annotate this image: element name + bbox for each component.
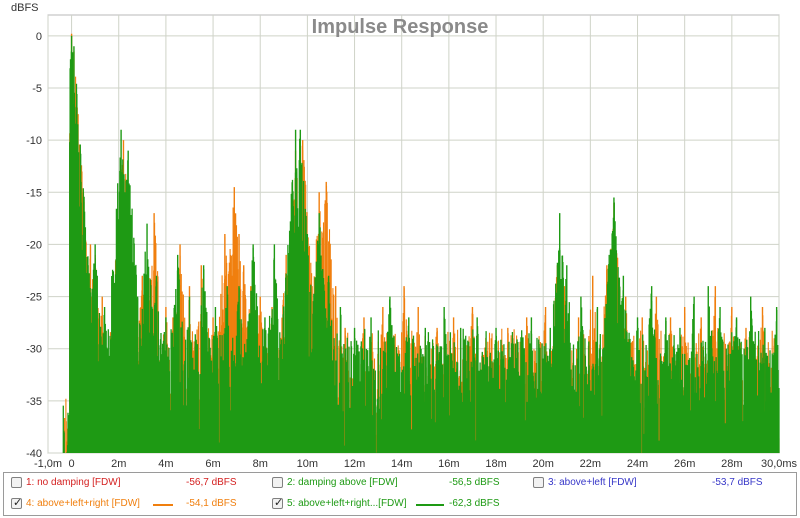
x-tick-label: 26m (674, 458, 695, 470)
legend-checkbox-5[interactable] (272, 496, 283, 509)
y-tick-label: -10 (26, 135, 42, 147)
x-tick-label: 2m (111, 458, 126, 470)
y-tick-label: -30 (26, 344, 42, 356)
y-tick-label: -20 (26, 239, 42, 251)
legend-panel: 1: no damping [FDW] -56,7 dBFS 2: dampin… (3, 472, 797, 516)
x-tick-label: -1,0m (34, 458, 62, 470)
chart-title: Impulse Response (312, 16, 489, 38)
legend-item-2[interactable]: 2: damping above [FDW] -56,5 dBFS (269, 473, 529, 493)
legend-item-5[interactable]: 5: above+left+right...[FDW] -62,3 dBFS (269, 494, 531, 514)
x-tick-label: 22m (580, 458, 601, 470)
legend-label-5: 5: above+left+right...[FDW] (287, 498, 407, 509)
y-tick-label: 0 (36, 31, 42, 43)
x-tick-label: 18m (485, 458, 506, 470)
x-tick-label: 14m (391, 458, 412, 470)
x-tick-label: 4m (158, 458, 173, 470)
legend-checkbox-3[interactable] (533, 477, 544, 488)
legend-value-2: -56,5 dBFS (449, 477, 500, 488)
x-tick-label: 30,0ms (761, 458, 798, 470)
legend-value-1: -56,7 dBFS (186, 477, 237, 488)
legend-label-4: 4: above+left+right [FDW] (26, 498, 140, 509)
series-trace-2 (62, 51, 780, 453)
y-axis-label: dBFS (11, 2, 39, 14)
x-tick-label: 0 (69, 458, 75, 470)
axis-ticks: -1,0m 0 2m 4m 6m 8m 10m 12m 14m 16m 18m 20m 22m 24m 26… (26, 31, 797, 470)
legend-item-3[interactable]: 3: above+left [FDW] -53,7 dBFS (531, 473, 793, 493)
y-tick-label: -15 (26, 187, 42, 199)
x-tick-label: 20m (532, 458, 553, 470)
legend-label-2: 2: damping above [FDW] (287, 477, 398, 488)
x-tick-label: 28m (721, 458, 742, 470)
x-tick-label: 6m (205, 458, 220, 470)
legend-swatch-4 (153, 504, 173, 506)
legend-item-4[interactable]: 4: above+left+right [FDW] -54,1 dBFS (4, 494, 266, 514)
y-tick-label: -35 (26, 396, 42, 408)
legend-checkbox-1[interactable] (11, 477, 22, 488)
legend-item-1[interactable]: 1: no damping [FDW] -56,7 dBFS (4, 473, 264, 493)
legend-label-1: 1: no damping [FDW] (26, 477, 121, 488)
x-tick-label: 12m (344, 458, 365, 470)
x-tick-label: 16m (438, 458, 459, 470)
x-tick-label: 24m (627, 458, 648, 470)
legend-checkbox-4[interactable] (11, 496, 22, 509)
legend-value-4: -54,1 dBFS (186, 498, 237, 509)
impulse-response-chart: -1,0m 0 2m 4m 6m 8m 10m 12m 14m 16m 18m 20m 22m 24m 26… (11, 2, 798, 470)
y-tick-label: -40 (26, 448, 42, 460)
legend-checkbox-2[interactable] (272, 477, 283, 488)
series-layer (62, 33, 780, 453)
x-tick-label: 8m (253, 458, 268, 470)
legend-label-3: 3: above+left [FDW] (548, 477, 637, 488)
y-tick-label: -25 (26, 292, 42, 304)
legend-value-5: -62,3 dBFS (449, 498, 500, 509)
y-tick-label: -5 (32, 83, 42, 95)
legend-value-3: -53,7 dBFS (712, 477, 763, 488)
legend-swatch-5 (416, 504, 444, 506)
x-tick-label: 10m (297, 458, 318, 470)
